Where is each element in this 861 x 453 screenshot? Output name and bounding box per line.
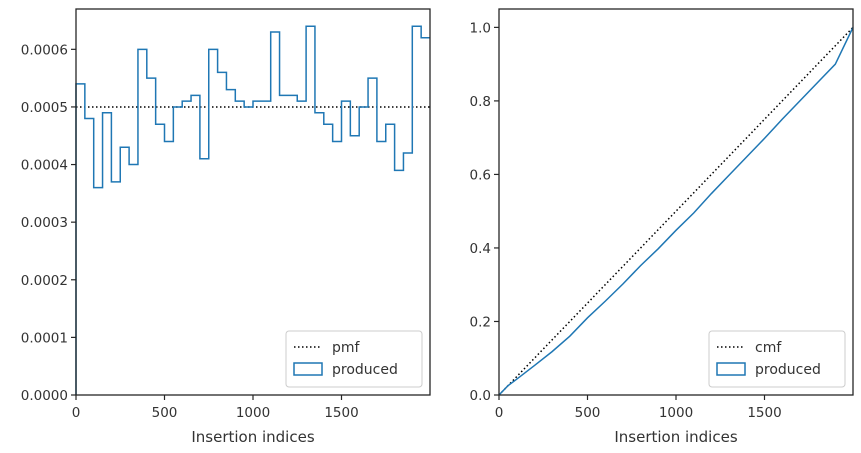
left-y-tick-label: 0.0003 (21, 215, 68, 231)
right-x-tick-label: 0 (495, 405, 504, 421)
right-x-ticks: 0 500 1000 1500 (495, 395, 782, 421)
left-y-tick-label: 0.0005 (21, 100, 68, 116)
left-x-axis-label: Insertion indices (191, 428, 314, 446)
left-y-tick-label: 0.0001 (21, 330, 68, 346)
right-x-tick-label: 500 (575, 405, 601, 421)
right-chart-panel: 0 500 1000 1500 0.0 0.2 0.4 0.6 0.8 1.0 Insertio… (470, 8, 854, 446)
left-legend: pmf produced (285, 330, 423, 388)
left-y-ticks: 0.0000 0.0001 0.0002 0.0003 0.0004 0.0005 0.00… (21, 42, 76, 404)
left-legend-handle-produced (293, 362, 323, 376)
left-x-tick-label: 1500 (324, 405, 358, 421)
right-legend-box (708, 330, 846, 388)
left-y-tick-label: 0.0000 (21, 388, 68, 404)
right-x-tick-label: 1000 (659, 405, 693, 421)
left-chart-panel: 0 500 1000 1500 0.00000.00010.00020.00030.0… (21, 8, 431, 446)
left-x-tick-label: 500 (152, 405, 178, 421)
right-y-tick-label: 0.8 (470, 94, 491, 110)
left-y-tick-label: 0.0002 (21, 273, 68, 289)
right-x-tick-label: 1500 (747, 405, 781, 421)
left-series-group (75, 25, 430, 395)
right-series-group (498, 26, 854, 396)
right-cmf-line (498, 26, 854, 396)
right-y-tick-label: 0.4 (470, 241, 491, 257)
right-y-tick-label: 0.0 (470, 388, 491, 404)
left-y-tick-label: 0.0006 (21, 42, 68, 58)
right-legend-handle-produced (716, 362, 746, 376)
left-y-tick-label: 0.0004 (21, 158, 68, 174)
right-y-tick-label: 0.6 (470, 167, 491, 183)
right-y-tick-label: 0.2 (470, 314, 491, 330)
right-produced-curve (498, 27, 854, 396)
left-produced-step (75, 25, 430, 395)
right-legend-label-cmf: cmf (755, 340, 782, 356)
right-y-tick-label: 1.0 (470, 20, 491, 36)
right-x-axis-label: Insertion indices (614, 428, 737, 446)
left-legend-label-produced: produced (332, 362, 398, 378)
right-legend: cmf produced (708, 330, 846, 388)
right-y-ticks: 0.0 0.2 0.4 0.6 0.8 1.0 (470, 20, 499, 404)
left-x-tick-label: 0 (72, 405, 81, 421)
left-legend-box (285, 330, 423, 388)
left-legend-label-pmf: pmf (332, 340, 361, 356)
left-x-tick-label: 1000 (236, 405, 270, 421)
right-legend-label-produced: produced (755, 362, 821, 378)
left-x-ticks: 0 500 1000 1500 (72, 395, 359, 421)
